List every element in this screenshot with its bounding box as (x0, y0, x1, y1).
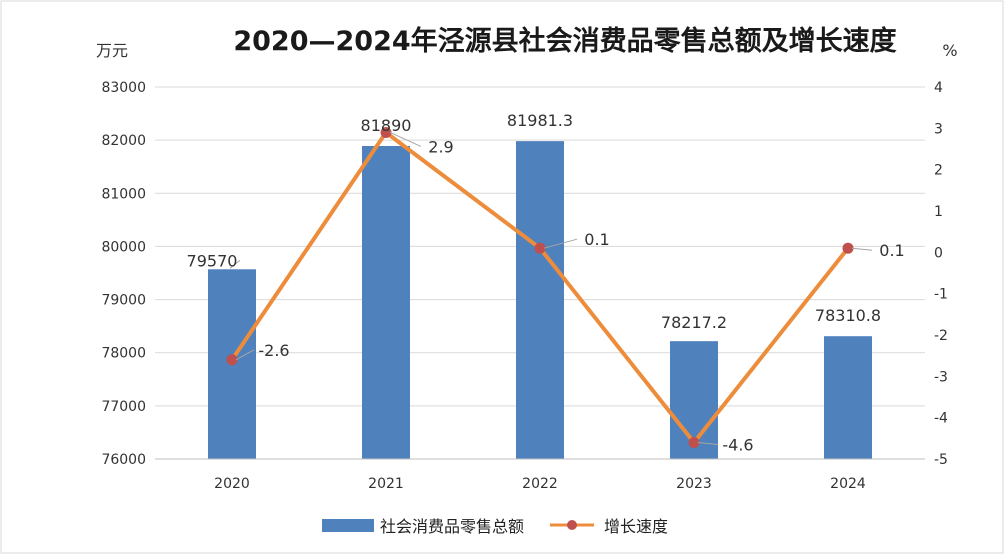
bar-value-label: 78217.2 (661, 313, 727, 332)
bar-value-label: 79570 (187, 251, 238, 270)
left-tick-label: 80000 (101, 239, 146, 255)
line-point (842, 242, 854, 254)
left-y-axis: 83000 82000 81000 80000 79000 78000 77000 76000 (101, 80, 146, 468)
legend: 社会消费品零售总额 增长速度 (322, 517, 668, 536)
x-tick-label: 2020 (214, 476, 250, 492)
right-tick-label: 0 (934, 245, 943, 261)
left-tick-label: 81000 (101, 186, 146, 202)
x-axis: 2020 2021 2022 2023 2024 (155, 458, 925, 492)
bar-label-leader (229, 259, 241, 269)
line-label-leader (697, 441, 719, 445)
line-value-label: -2.6 (258, 341, 289, 360)
x-tick-label: 2021 (368, 476, 404, 492)
left-tick-label: 78000 (101, 346, 146, 362)
right-tick-label: -1 (934, 287, 948, 303)
left-tick-label: 83000 (101, 80, 146, 96)
right-tick-label: 1 (934, 204, 943, 220)
bar-value-label: 78310.8 (815, 306, 881, 325)
line-value-label: 0.1 (879, 241, 904, 260)
chart-title: 2020—2024年泾源县社会消费品零售总额及增长速度 (233, 25, 896, 57)
line-label-leader (851, 247, 873, 251)
x-tick-label: 2023 (676, 476, 712, 492)
left-tick-label: 82000 (101, 133, 146, 149)
legend-label-line: 增长速度 (604, 517, 668, 536)
line-label-leader (389, 132, 422, 147)
right-axis-unit: % (942, 41, 957, 60)
line-value-label: 0.1 (584, 230, 609, 249)
right-y-axis: 4 3 2 1 0 -1 -2 -3 -4 -5 (934, 80, 948, 468)
right-tick-label: -2 (934, 328, 948, 344)
bar-series (208, 141, 872, 459)
x-tick-label: 2022 (522, 476, 558, 492)
bar-value-label: 81890 (361, 116, 412, 135)
right-tick-label: -3 (934, 369, 948, 385)
line-point (380, 126, 392, 138)
right-tick-label: 3 (934, 121, 943, 137)
line-series (226, 126, 854, 448)
right-tick-label: 4 (934, 80, 943, 96)
line-value-label: -4.6 (722, 435, 753, 454)
left-tick-label: 76000 (101, 452, 146, 468)
line-point (226, 354, 238, 366)
line-point (688, 436, 700, 448)
bar (516, 141, 564, 459)
left-tick-label: 79000 (101, 293, 146, 309)
data-labels: 79570 81890 81981.3 78217.2 78310.8 -2.6 2.9 0.… (187, 111, 905, 454)
right-tick-label: 2 (934, 163, 943, 179)
x-tick-label: 2024 (830, 476, 866, 492)
line-label-leader (235, 349, 255, 361)
line-point (534, 242, 546, 254)
left-tick-label: 77000 (101, 399, 146, 415)
right-tick-label: -5 (934, 452, 948, 468)
legend-swatch-bar (322, 519, 374, 532)
left-axis-unit: 万元 (96, 41, 128, 60)
legend-swatch-marker (567, 520, 577, 530)
right-tick-label: -4 (934, 411, 948, 427)
line-label-leader (543, 238, 578, 249)
line-value-label: 2.9 (428, 137, 453, 156)
legend-label-bar: 社会消费品零售总额 (380, 517, 524, 536)
bar-value-label: 81981.3 (507, 111, 573, 130)
bar (824, 336, 872, 459)
bar (362, 145, 410, 459)
